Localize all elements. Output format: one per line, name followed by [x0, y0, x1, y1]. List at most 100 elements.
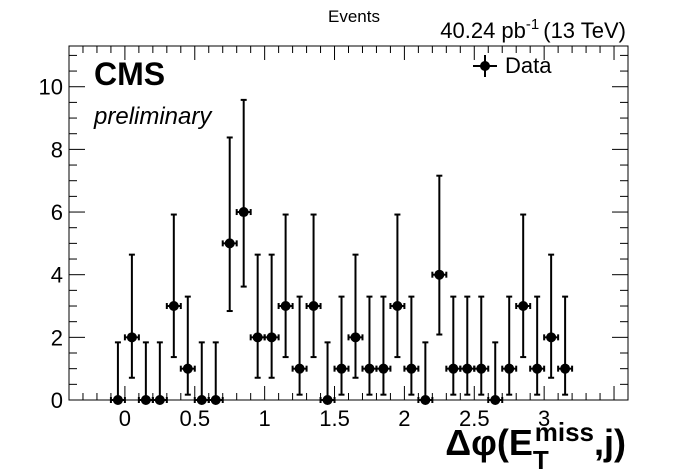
data-marker	[476, 363, 487, 374]
data-point	[389, 213, 406, 359]
data-point	[305, 213, 322, 359]
data-marker	[560, 363, 571, 374]
data-point	[515, 213, 532, 359]
data-marker	[434, 269, 445, 280]
data-point	[179, 295, 196, 396]
data-point	[277, 213, 294, 359]
data-marker	[518, 301, 529, 312]
data-marker	[448, 363, 459, 374]
data-marker	[392, 301, 403, 312]
lumi-exponent: -1	[526, 16, 539, 33]
x-axis: 0 0.5 1 1.5 2 2.5 3	[82, 46, 615, 431]
legend: Data	[473, 53, 552, 78]
data-marker	[532, 363, 543, 374]
data-point	[249, 253, 266, 379]
data-point	[235, 98, 252, 288]
data-point	[263, 253, 280, 379]
data-marker	[238, 207, 249, 218]
data-point	[361, 295, 378, 396]
y-tick-label: 6	[51, 200, 63, 225]
data-marker	[182, 363, 193, 374]
data-marker	[224, 238, 235, 249]
x-title-main: Δφ(E	[445, 422, 533, 463]
data-marker	[168, 301, 179, 312]
data-marker	[336, 363, 347, 374]
x-tick-label: 1	[259, 406, 271, 431]
data-marker	[196, 395, 207, 405]
data-point	[291, 295, 308, 396]
legend-marker-icon	[480, 61, 490, 71]
y-tick-label: 4	[51, 263, 63, 288]
x-tick-label: 1.5	[319, 406, 350, 431]
data-point	[333, 295, 350, 396]
energy-label: (13 TeV)	[543, 18, 626, 43]
x-axis-title: Δφ(ETmiss,j)	[445, 417, 626, 472]
data-marker	[406, 363, 417, 374]
data-point	[557, 295, 574, 396]
data-point	[109, 341, 126, 405]
data-point	[487, 341, 504, 405]
data-marker	[420, 395, 431, 405]
data-point	[151, 341, 168, 405]
data-point	[221, 136, 238, 313]
data-points	[109, 98, 574, 405]
x-tick-label: 2	[398, 406, 410, 431]
data-point	[501, 295, 518, 396]
data-point	[375, 295, 392, 396]
data-point	[431, 174, 448, 336]
y-axis: 0 2 4 6 8 10	[39, 54, 628, 413]
data-marker	[350, 332, 361, 343]
data-point	[403, 295, 420, 396]
data-point	[319, 341, 336, 405]
x-tick-label: 2.5	[459, 406, 490, 431]
data-marker	[546, 332, 557, 343]
cms-label: CMS	[94, 56, 165, 92]
data-marker	[490, 395, 501, 405]
data-marker	[280, 301, 291, 312]
data-marker	[294, 363, 305, 374]
data-marker	[308, 301, 319, 312]
data-point	[193, 341, 210, 405]
x-title-tail: ,j)	[594, 422, 626, 463]
data-point	[137, 341, 154, 405]
data-marker	[378, 363, 389, 374]
x-title-sub: T	[533, 445, 549, 472]
data-point	[459, 295, 476, 396]
legend-entry-data: Data	[505, 53, 552, 78]
data-marker	[140, 395, 151, 405]
data-marker	[154, 395, 165, 405]
data-marker	[266, 332, 277, 343]
data-point	[165, 213, 182, 359]
x-title-sup: miss	[535, 417, 594, 447]
data-marker	[210, 395, 221, 405]
lumi-value: 40.24 pb	[440, 18, 526, 43]
x-tick-label: 0	[119, 406, 131, 431]
luminosity-label: 40.24 pb-1 (13 TeV)	[440, 16, 626, 43]
y-tick-label: 8	[51, 137, 63, 162]
data-marker	[462, 363, 473, 374]
x-tick-label: 3	[538, 406, 550, 431]
data-marker	[126, 332, 137, 343]
data-point	[347, 253, 364, 379]
data-point	[417, 341, 434, 405]
plot-frame	[68, 45, 629, 401]
data-marker	[364, 363, 375, 374]
y-tick-label: 0	[51, 388, 63, 413]
data-point	[473, 295, 490, 396]
data-marker	[322, 395, 333, 405]
data-point	[529, 295, 546, 396]
data-marker	[252, 332, 263, 343]
y-axis-title: Events	[328, 7, 380, 26]
y-tick-label: 10	[39, 75, 63, 100]
x-tick-label: 0.5	[179, 406, 210, 431]
data-point	[123, 253, 140, 379]
data-point	[207, 341, 224, 405]
y-tick-label: 2	[51, 325, 63, 350]
data-point	[445, 295, 462, 396]
plot-area-border	[68, 45, 629, 401]
preliminary-label: preliminary	[93, 103, 213, 130]
data-point	[543, 253, 560, 379]
data-marker	[504, 363, 515, 374]
data-marker	[112, 395, 123, 405]
